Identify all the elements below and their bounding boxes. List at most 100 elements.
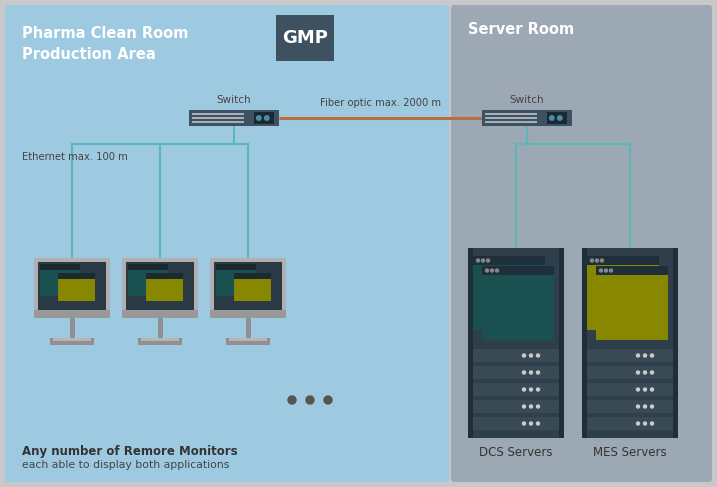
Circle shape <box>650 422 653 425</box>
Bar <box>587 366 673 379</box>
Bar <box>468 248 473 438</box>
FancyBboxPatch shape <box>5 5 449 482</box>
Bar <box>587 265 659 330</box>
Bar <box>229 338 267 341</box>
Circle shape <box>288 396 296 404</box>
Bar <box>126 262 194 310</box>
Text: MES Servers: MES Servers <box>593 446 667 459</box>
Circle shape <box>558 116 562 120</box>
Circle shape <box>637 354 640 357</box>
Circle shape <box>643 405 647 408</box>
Circle shape <box>477 259 480 262</box>
Bar <box>482 275 554 339</box>
Bar <box>473 349 559 362</box>
Circle shape <box>637 388 640 391</box>
Circle shape <box>609 269 612 272</box>
Bar <box>146 273 184 300</box>
Bar <box>473 383 559 396</box>
Bar <box>485 113 537 115</box>
Bar <box>596 266 668 275</box>
Circle shape <box>643 422 647 425</box>
Text: each able to display both applications: each able to display both applications <box>22 460 229 470</box>
Circle shape <box>529 388 533 391</box>
Bar <box>128 270 168 297</box>
Circle shape <box>523 388 526 391</box>
Bar <box>192 113 244 115</box>
Circle shape <box>650 354 653 357</box>
Bar <box>210 258 286 318</box>
Circle shape <box>536 354 539 357</box>
Circle shape <box>495 269 498 272</box>
Bar <box>587 349 673 362</box>
Circle shape <box>601 259 604 262</box>
Circle shape <box>536 388 539 391</box>
Bar <box>146 273 184 279</box>
Bar <box>473 256 545 330</box>
Circle shape <box>482 259 485 262</box>
Bar <box>138 338 182 345</box>
Circle shape <box>523 371 526 374</box>
Bar <box>276 15 334 61</box>
Bar <box>245 318 250 338</box>
Text: Server Room: Server Room <box>468 22 574 37</box>
Bar <box>226 338 270 345</box>
Bar <box>473 256 545 265</box>
Circle shape <box>523 405 526 408</box>
Circle shape <box>529 405 533 408</box>
Bar <box>141 338 179 341</box>
Text: Switch: Switch <box>510 95 544 105</box>
Circle shape <box>536 405 539 408</box>
Bar <box>122 310 198 318</box>
Bar <box>587 400 673 413</box>
Circle shape <box>650 405 653 408</box>
Circle shape <box>599 269 602 272</box>
Bar <box>559 248 564 438</box>
Circle shape <box>650 388 653 391</box>
Circle shape <box>536 422 539 425</box>
Bar <box>210 310 286 318</box>
Circle shape <box>485 269 488 272</box>
Bar <box>34 258 110 318</box>
Text: Any number of Remore Monitors: Any number of Remore Monitors <box>22 445 237 458</box>
Bar <box>596 275 668 339</box>
Bar <box>40 264 80 270</box>
Circle shape <box>324 396 332 404</box>
Bar <box>234 273 271 300</box>
Bar <box>216 270 255 297</box>
Circle shape <box>490 269 493 272</box>
Bar <box>58 273 95 300</box>
Bar <box>58 279 95 300</box>
Bar <box>473 366 559 379</box>
Bar <box>34 310 110 318</box>
Bar <box>254 112 274 124</box>
Bar <box>216 264 255 297</box>
Bar <box>582 248 587 438</box>
Bar <box>38 262 106 310</box>
Circle shape <box>265 116 269 120</box>
Bar <box>482 110 572 126</box>
Circle shape <box>637 371 640 374</box>
Text: DCS Servers: DCS Servers <box>479 446 553 459</box>
Circle shape <box>306 396 314 404</box>
Circle shape <box>637 405 640 408</box>
Bar <box>50 338 94 345</box>
Bar <box>587 417 673 430</box>
Bar <box>146 279 184 300</box>
Circle shape <box>596 259 599 262</box>
Circle shape <box>643 354 647 357</box>
Circle shape <box>529 371 533 374</box>
Bar <box>587 256 659 265</box>
Bar <box>587 383 673 396</box>
Circle shape <box>523 422 526 425</box>
Bar <box>673 248 678 438</box>
Bar <box>468 248 564 438</box>
Text: Fiber optic max. 2000 m: Fiber optic max. 2000 m <box>320 98 441 108</box>
Bar <box>128 264 168 297</box>
Circle shape <box>643 388 647 391</box>
Circle shape <box>550 116 554 120</box>
Bar <box>473 400 559 413</box>
Circle shape <box>637 422 640 425</box>
FancyBboxPatch shape <box>451 5 712 482</box>
Bar <box>485 121 537 123</box>
Bar <box>234 273 271 279</box>
